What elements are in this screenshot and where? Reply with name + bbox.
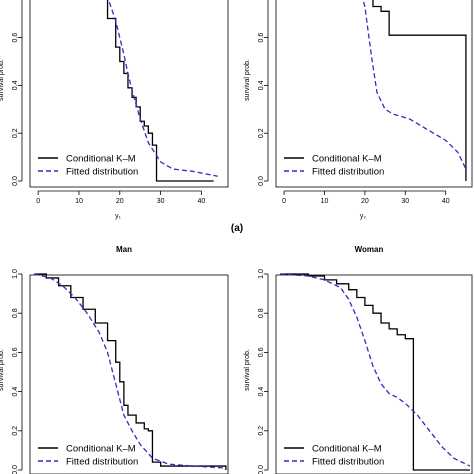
x-tick-label: 10	[75, 198, 83, 205]
plot-frame	[29, 274, 229, 474]
y-axis-label: survival prob.	[0, 59, 5, 101]
legend-label: Fitted distribution	[312, 167, 384, 178]
y-axis-label: survival prob.	[244, 59, 251, 101]
y-axis-label: survival prob.	[0, 349, 5, 391]
y-tick-label: 0.6	[12, 347, 19, 357]
x-tick-label: 0	[36, 198, 40, 205]
y-tick-label: 0.8	[258, 308, 265, 318]
panel-title: Woman	[355, 245, 384, 254]
x-tick-label: 20	[361, 198, 369, 205]
km-curve	[106, 0, 214, 182]
legend-label: Conditional K–M	[66, 154, 136, 165]
y-tick-label: 0.0	[258, 465, 265, 474]
km-curve	[368, 0, 467, 181]
y-tick-label: 1.0	[12, 269, 19, 279]
y-tick-label: 0.4	[12, 80, 19, 90]
x-tick-label: 40	[442, 198, 450, 205]
panel-y2: 0.00.20.40.60.8survival prob.010203040y₂…	[244, 0, 473, 220]
fitted-curve	[362, 0, 467, 170]
panel-title: Man	[116, 245, 132, 254]
x-axis-label: y₁	[115, 213, 122, 220]
legend-label: Conditional K–M	[312, 444, 382, 455]
y-tick-label: 0.0	[258, 176, 265, 186]
x-tick-label: 10	[321, 198, 329, 205]
fitted-curve	[107, 0, 218, 177]
legend-label: Conditional K–M	[312, 154, 382, 165]
legend-label: Fitted distribution	[312, 457, 384, 468]
y-tick-label: 0.0	[12, 465, 19, 474]
caption: (a)	[231, 223, 243, 234]
y-tick-label: 0.4	[258, 80, 265, 90]
y-axis-label: survival prob.	[244, 349, 251, 391]
y-tick-label: 0.2	[258, 128, 265, 138]
panel-man: 0.0 0.2 0.4 0.6 0.8 1.0 survival prob. Man Condi…	[0, 245, 229, 474]
x-tick-label: 20	[116, 198, 124, 205]
y-tick-label: 0.6	[258, 33, 265, 43]
km-curve	[280, 273, 470, 471]
y-tick-label: 0.2	[258, 426, 265, 436]
plot-frame	[275, 0, 473, 188]
x-tick-label: 40	[198, 198, 206, 205]
panel-y1: 0.00.20.40.60.8survival prob.010203040y₁…	[0, 0, 229, 220]
y-tick-label: 0.2	[12, 426, 19, 436]
x-axis-label: y₂	[360, 213, 367, 220]
y-tick-label: 0.2	[12, 128, 19, 138]
fitted-curve	[33, 273, 226, 469]
y-tick-label: 1.0	[258, 269, 265, 279]
y-tick-label: 0.0	[12, 176, 19, 186]
y-tick-label: 0.6	[12, 33, 19, 43]
legend-label: Conditional K–M	[66, 444, 136, 455]
fitted-curve	[279, 273, 471, 467]
plot-frame	[29, 0, 229, 188]
y-tick-label: 0.4	[258, 387, 265, 397]
legend-label: Fitted distribution	[66, 457, 138, 468]
km-curve	[34, 273, 227, 470]
y-tick-label: 0.8	[12, 308, 19, 318]
x-tick-label: 30	[157, 198, 165, 205]
x-tick-label: 30	[401, 198, 409, 205]
panel-woman: 0.0 0.2 0.4 0.6 0.8 1.0 survival prob. Woman Con…	[244, 245, 473, 474]
y-tick-label: 0.6	[258, 347, 265, 357]
legend-label: Fitted distribution	[66, 167, 138, 178]
x-tick-label: 0	[282, 198, 286, 205]
y-tick-label: 0.4	[12, 387, 19, 397]
plot-frame	[275, 274, 473, 474]
